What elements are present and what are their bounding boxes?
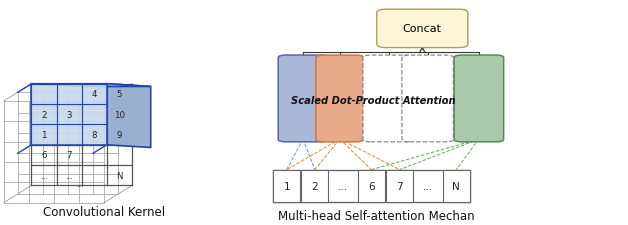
Bar [301, 170, 328, 202]
Text: ...: ... [338, 181, 349, 191]
Text: 1: 1 [41, 130, 46, 140]
FancyBboxPatch shape [363, 56, 414, 142]
FancyBboxPatch shape [316, 56, 364, 142]
Text: 3: 3 [67, 110, 72, 119]
Polygon shape [31, 84, 151, 87]
Text: 9: 9 [117, 130, 122, 140]
Polygon shape [107, 84, 151, 148]
FancyBboxPatch shape [278, 56, 328, 142]
Text: 8: 8 [92, 130, 97, 140]
Text: 2: 2 [41, 110, 46, 119]
Text: 7: 7 [67, 151, 72, 160]
Text: 1: 1 [283, 181, 290, 191]
Text: ...: ... [445, 94, 457, 107]
Text: 6: 6 [368, 181, 375, 191]
Bar [443, 170, 470, 202]
Bar [358, 170, 385, 202]
Text: ...: ... [77, 180, 84, 189]
Text: Concat: Concat [403, 24, 442, 34]
Text: N: N [116, 171, 122, 180]
FancyBboxPatch shape [454, 56, 504, 142]
Bar [31, 84, 107, 145]
Text: 10: 10 [114, 110, 125, 119]
FancyBboxPatch shape [402, 56, 453, 142]
FancyBboxPatch shape [377, 10, 468, 48]
Text: Convolutional Kernel: Convolutional Kernel [43, 205, 165, 218]
Text: 6: 6 [41, 151, 46, 160]
Text: ...: ... [423, 181, 433, 191]
Bar [386, 170, 413, 202]
Bar [273, 170, 470, 202]
Bar [273, 170, 300, 202]
Text: 5: 5 [117, 90, 122, 99]
Text: ...: ... [353, 94, 365, 107]
Text: Multi-head Self-attention Mechan: Multi-head Self-attention Mechan [278, 209, 475, 223]
Text: 2: 2 [311, 181, 318, 191]
Text: N: N [452, 181, 460, 191]
Text: ...: ... [40, 171, 48, 180]
Text: 7: 7 [396, 181, 403, 191]
Text: 4: 4 [92, 90, 97, 99]
Text: ...: ... [65, 171, 73, 180]
Text: Scaled Dot-Product Attention: Scaled Dot-Product Attention [291, 95, 456, 105]
